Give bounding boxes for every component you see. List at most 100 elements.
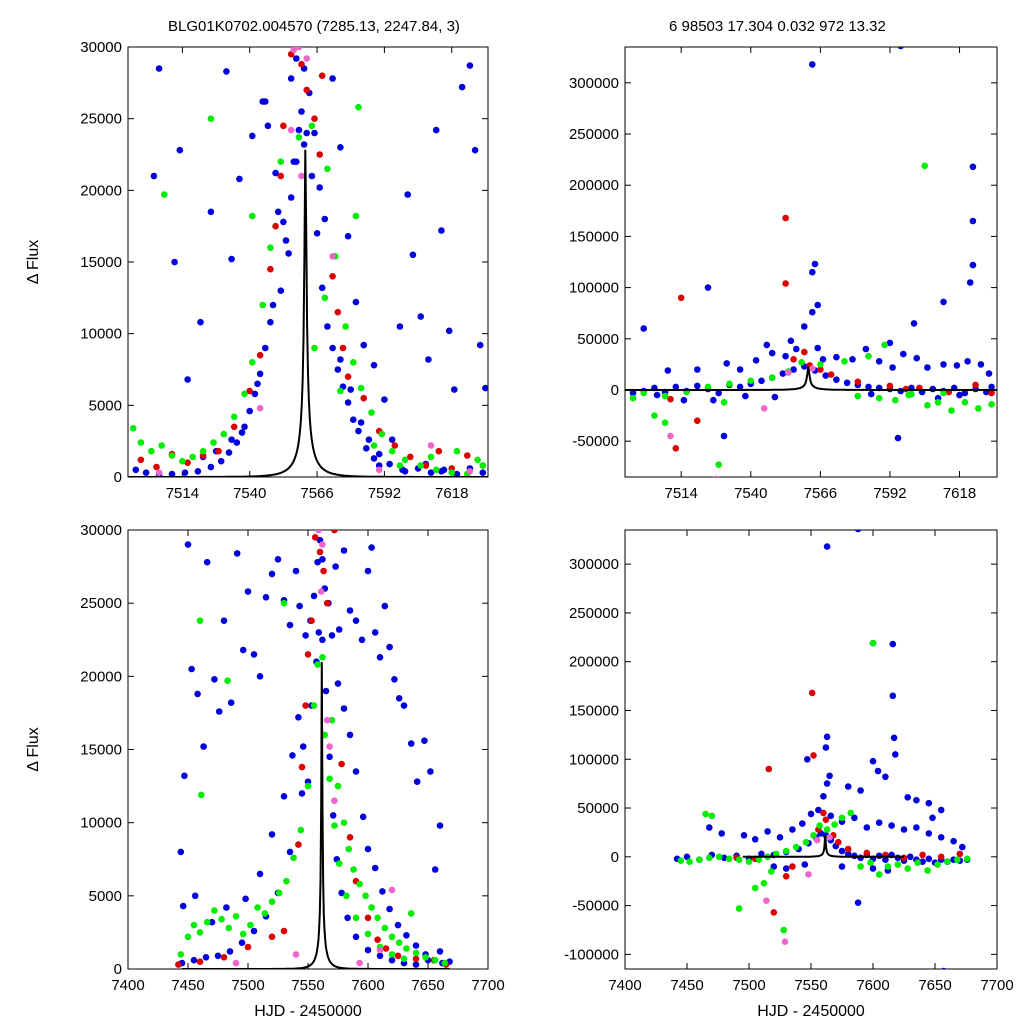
data-point (412, 949, 420, 957)
data-point (476, 341, 484, 349)
data-point (857, 787, 864, 794)
x-tick-label: 7500 (231, 977, 264, 994)
data-point (381, 602, 389, 610)
data-point (386, 460, 393, 468)
data-point (214, 952, 222, 960)
data-point (329, 75, 336, 82)
data-point (196, 958, 204, 965)
data-point (207, 463, 215, 471)
x-tick-label: 7550 (794, 977, 827, 994)
data-point (362, 892, 369, 900)
data-point (934, 861, 941, 868)
data-point (267, 265, 274, 273)
data-point (175, 961, 182, 968)
data-point (823, 826, 831, 833)
data-point (822, 372, 829, 379)
data-point (677, 294, 685, 302)
data-point (189, 453, 196, 461)
x-tick-label: 7700 (980, 977, 1013, 994)
y-axis-label: Δ Flux (25, 240, 42, 284)
data-point (464, 452, 471, 459)
data-point (427, 442, 435, 449)
data-point (844, 850, 852, 858)
data-point (395, 695, 403, 702)
data-point (640, 325, 647, 332)
series-red (667, 214, 995, 452)
data-point (376, 952, 384, 960)
data-point (217, 457, 225, 465)
data-point (334, 308, 342, 316)
data-point (696, 856, 703, 863)
data-point (793, 345, 800, 353)
data-point (888, 822, 895, 829)
data-point (937, 834, 945, 841)
y-tick-label: 15000 (80, 254, 122, 271)
data-point (954, 856, 961, 863)
data-point (388, 447, 396, 455)
data-point (158, 442, 165, 449)
data-point (940, 389, 947, 397)
data-point (854, 378, 862, 386)
data-point (262, 594, 270, 601)
data-point (838, 814, 846, 822)
data-point (238, 939, 246, 946)
data-points (673, 530, 971, 969)
data-point (758, 850, 765, 858)
data-point (297, 826, 305, 834)
data-point (694, 382, 701, 390)
data-point (458, 83, 466, 91)
data-point (401, 456, 409, 464)
data-point (924, 364, 931, 371)
data-point (407, 740, 415, 747)
x-tick-label: 7566 (300, 485, 333, 502)
data-point (232, 959, 240, 967)
data-point (798, 359, 805, 366)
data-point (331, 530, 338, 534)
data-point (177, 951, 185, 958)
data-point (867, 859, 874, 866)
x-tick-label: 7650 (918, 977, 951, 994)
data-point (869, 757, 877, 765)
data-point (787, 337, 795, 345)
data-point (969, 163, 977, 171)
data-point (854, 392, 862, 400)
data-point (924, 867, 931, 874)
data-point (827, 371, 835, 378)
data-point (344, 373, 352, 381)
data-point (357, 419, 365, 426)
data-point (686, 858, 693, 865)
data-point (453, 470, 461, 477)
data-point (364, 914, 372, 922)
header-left-text: BLG01K0702.004570 (7285.13, 2247.84, 3) (168, 18, 460, 35)
data-point (247, 921, 254, 929)
data-point (869, 639, 877, 647)
data-point (352, 617, 360, 624)
data-point (817, 366, 824, 373)
data-point (316, 151, 324, 158)
data-point (275, 889, 283, 897)
data-point (640, 389, 647, 397)
data-point (661, 419, 669, 427)
data-point (196, 617, 204, 624)
data-point (892, 751, 899, 758)
data-point (298, 172, 305, 180)
data-point (386, 643, 393, 651)
data-point (417, 462, 425, 469)
data-point (854, 899, 862, 906)
data-point (302, 702, 309, 709)
data-point (311, 115, 318, 122)
data-point (233, 550, 241, 557)
series-pink (155, 47, 474, 477)
data-point (438, 468, 445, 475)
panels-group: 7514 7540 7566 7592 7618 0 5000 10000 15000 20000… (25, 39, 1014, 1020)
data-point (388, 956, 396, 964)
data-point (667, 432, 674, 440)
data-point (436, 948, 444, 955)
data-point (220, 954, 228, 961)
data-point (181, 772, 188, 780)
data-point (188, 665, 195, 673)
data-point (242, 895, 249, 903)
data-point (413, 778, 421, 785)
data-point (295, 714, 302, 721)
data-point (412, 942, 420, 949)
